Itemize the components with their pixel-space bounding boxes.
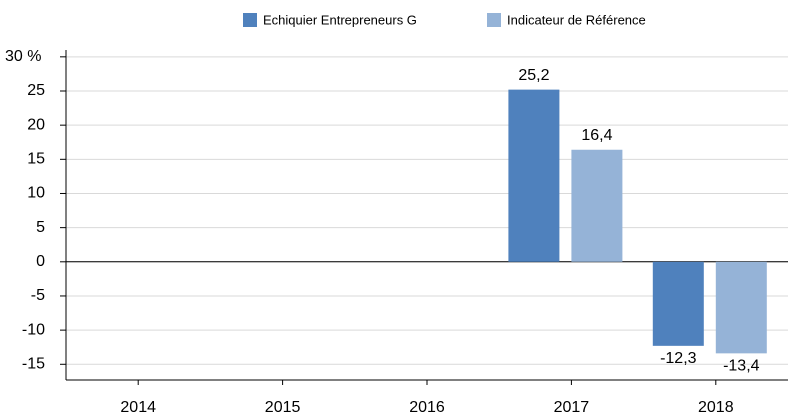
x-tick-label: 2016 bbox=[409, 399, 445, 416]
legend-label: Echiquier Entrepreneurs G bbox=[263, 12, 417, 27]
x-tick-label: 2017 bbox=[554, 399, 590, 416]
bar bbox=[652, 261, 704, 346]
legend-swatch bbox=[487, 13, 501, 27]
bar bbox=[715, 261, 767, 354]
value-label: 25,2 bbox=[518, 67, 549, 84]
value-label: -13,4 bbox=[723, 358, 760, 375]
y-tick-label: 0 bbox=[36, 253, 45, 270]
bar bbox=[571, 149, 623, 262]
y-tick-label: 30 % bbox=[5, 48, 41, 65]
y-tick-label: 5 bbox=[36, 219, 45, 236]
y-tick-label: 25 bbox=[27, 82, 45, 99]
bar bbox=[508, 89, 560, 262]
y-tick-label: 10 bbox=[27, 185, 45, 202]
legend-swatch bbox=[243, 13, 257, 27]
y-tick-label: -10 bbox=[22, 321, 45, 338]
x-tick-label: 2015 bbox=[265, 399, 301, 416]
x-tick-label: 2014 bbox=[120, 399, 156, 416]
legend-label: Indicateur de Référence bbox=[507, 12, 646, 27]
value-label: -12,3 bbox=[660, 350, 697, 367]
y-tick-label: -5 bbox=[31, 287, 45, 304]
y-tick-label: -15 bbox=[22, 356, 45, 373]
y-tick-label: 15 bbox=[27, 151, 45, 168]
y-tick-label: 20 bbox=[27, 116, 45, 133]
x-tick-label: 2018 bbox=[698, 399, 734, 416]
value-label: 16,4 bbox=[581, 127, 612, 144]
